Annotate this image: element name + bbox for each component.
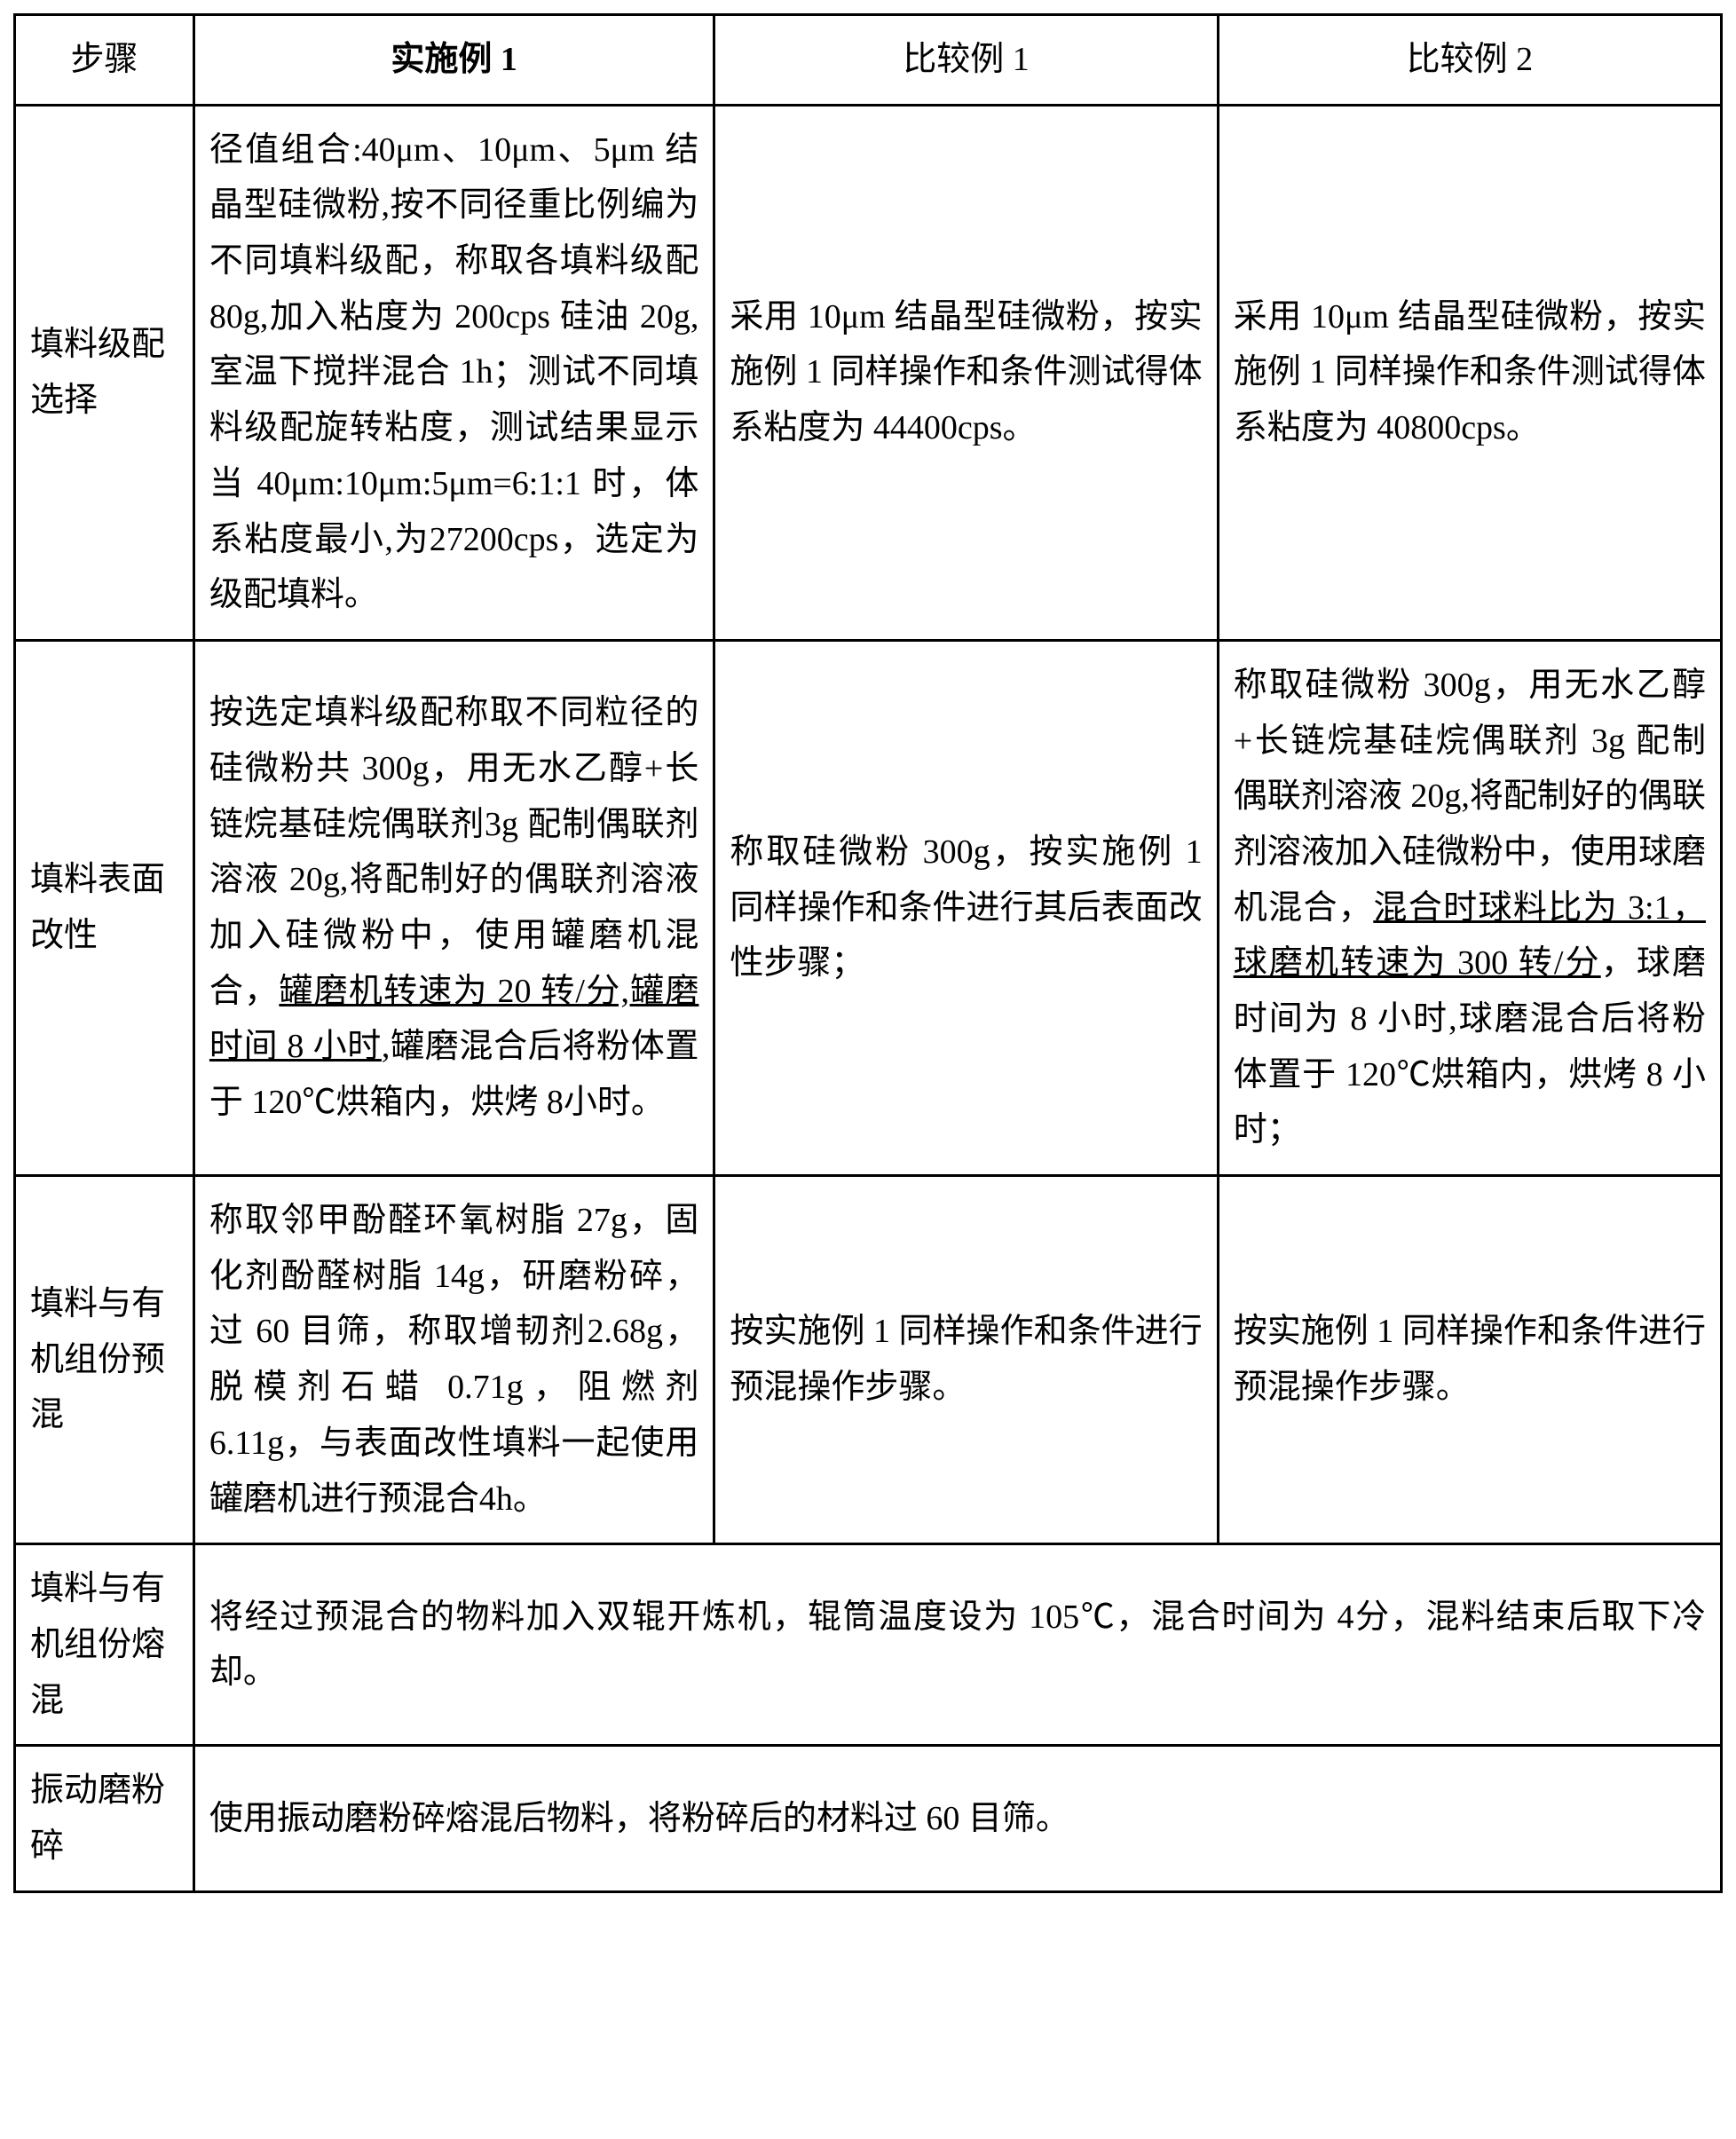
table-row: 填料级配选择 径值组合:40μm、10μm、5μm 结晶型硅微粉,按不同径重比例… — [15, 105, 1722, 640]
cell-cmp1-row1: 采用 10μm 结晶型硅微粉，按实施例 1 同样操作和条件测试得体系粘度为 44… — [714, 105, 1218, 640]
cell-cmp2-row1: 采用 10μm 结晶型硅微粉，按实施例 1 同样操作和条件测试得体系粘度为 40… — [1218, 105, 1721, 640]
cell-ex1-row1: 径值组合:40μm、10μm、5μm 结晶型硅微粉,按不同径重比例编为不同填料级… — [193, 105, 714, 640]
comparison-table: 步骤 实施例 1 比较例 1 比较例 2 填料级配选择 径值组合:40μm、10… — [13, 13, 1723, 1893]
step-label-melt-mix: 填料与有机组份熔混 — [15, 1544, 194, 1746]
cell-cmp2-row3: 按实施例 1 同样操作和条件进行预混操作步骤。 — [1218, 1176, 1721, 1544]
table-header-row: 步骤 实施例 1 比较例 1 比较例 2 — [15, 15, 1722, 106]
table-row: 填料与有机组份熔混 将经过预混合的物料加入双辊开炼机，辊筒温度设为 105℃，混… — [15, 1544, 1722, 1746]
header-example1: 实施例 1 — [193, 15, 714, 106]
step-label-vibration-grind: 振动磨粉碎 — [15, 1746, 194, 1891]
cell-cmp2-row2: 称取硅微粉 300g，用无水乙醇+长链烷基硅烷偶联剂 3g 配制偶联剂溶液 20… — [1218, 640, 1721, 1175]
step-label-surface-modification: 填料表面改性 — [15, 640, 194, 1175]
step-label-filler-gradation: 填料级配选择 — [15, 105, 194, 640]
header-compare2: 比较例 2 — [1218, 15, 1721, 106]
table-row: 填料表面改性 按选定填料级配称取不同粒径的硅微粉共 300g，用无水乙醇+长链烷… — [15, 640, 1722, 1175]
cell-cmp1-row2: 称取硅微粉 300g，按实施例 1 同样操作和条件进行其后表面改性步骤； — [714, 640, 1218, 1175]
header-step: 步骤 — [15, 15, 194, 106]
table-row: 振动磨粉碎 使用振动磨粉碎熔混后物料，将粉碎后的材料过 60 目筛。 — [15, 1746, 1722, 1891]
step-label-premix: 填料与有机组份预混 — [15, 1176, 194, 1544]
table-row: 填料与有机组份预混 称取邻甲酚醛环氧树脂 27g，固化剂酚醛树脂 14g，研磨粉… — [15, 1176, 1722, 1544]
cell-ex1-row3: 称取邻甲酚醛环氧树脂 27g，固化剂酚醛树脂 14g，研磨粉碎，过 60 目筛，… — [193, 1176, 714, 1544]
cell-merged-row4: 将经过预混合的物料加入双辊开炼机，辊筒温度设为 105℃，混合时间为 4分，混料… — [193, 1544, 1721, 1746]
text-part: 称取硅微粉 300g，用无水乙醇+长链烷基硅烷偶联剂 3g 配制偶联剂溶液 20… — [1234, 667, 1706, 927]
header-compare1: 比较例 1 — [714, 15, 1218, 106]
cell-merged-row5: 使用振动磨粉碎熔混后物料，将粉碎后的材料过 60 目筛。 — [193, 1746, 1721, 1891]
cell-cmp1-row3: 按实施例 1 同样操作和条件进行预混操作步骤。 — [714, 1176, 1218, 1544]
cell-ex1-row2: 按选定填料级配称取不同粒径的硅微粉共 300g，用无水乙醇+长链烷基硅烷偶联剂3… — [193, 640, 714, 1175]
text-part: 按选定填料级配称取不同粒径的硅微粉共 300g，用无水乙醇+长链烷基硅烷偶联剂3… — [209, 694, 699, 1009]
